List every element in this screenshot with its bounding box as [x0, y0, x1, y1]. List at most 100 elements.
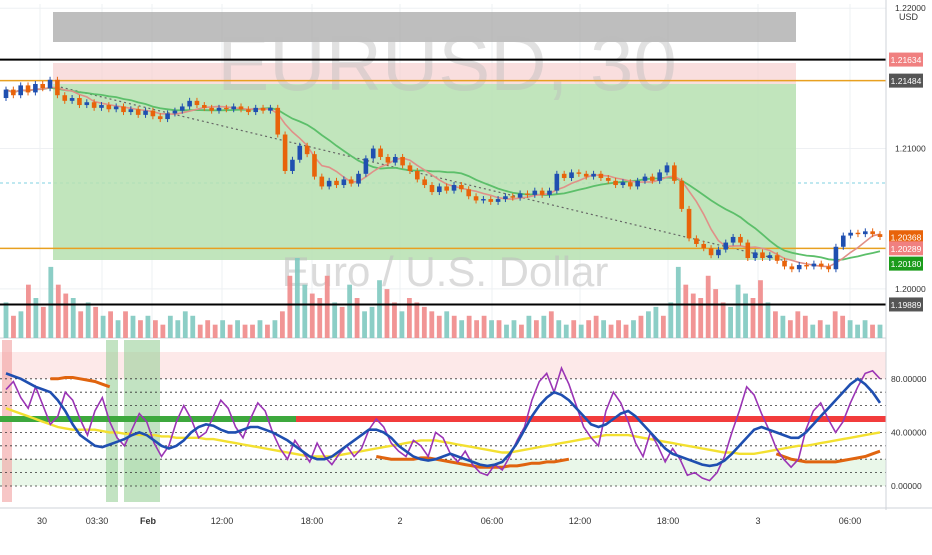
candle-body-92 — [679, 180, 684, 209]
candle-body-24 — [179, 106, 185, 111]
volume-bar-34 — [257, 320, 263, 338]
price-label-bg-4 — [889, 256, 923, 271]
candle-body-1 — [11, 89, 16, 96]
volume-bar-46 — [347, 284, 353, 338]
volume-bar-22 — [167, 315, 173, 338]
candle-body-32 — [238, 106, 244, 110]
indicator-tick-0: 80.00000 — [891, 374, 927, 384]
candle-body-99 — [730, 236, 736, 243]
volume-bar-90 — [675, 266, 681, 338]
volume-bar-14 — [108, 311, 113, 338]
volume-bar-93 — [698, 298, 704, 338]
volume-bar-67 — [504, 324, 509, 338]
candle-body-91 — [672, 165, 677, 181]
volume-bar-113 — [847, 320, 853, 338]
candle-body-13 — [99, 105, 104, 108]
watermark-subtitle: Euro / U.S. Dollar — [282, 248, 609, 295]
volume-bar-79 — [593, 315, 599, 338]
volume-bar-45 — [339, 306, 345, 338]
price-label-4: 1.20180 — [891, 259, 922, 269]
candle-body-42 — [312, 154, 317, 177]
volume-bar-80 — [601, 320, 607, 338]
volume-bar-53 — [399, 311, 405, 338]
candle-body-22 — [165, 113, 170, 120]
price-label-bg-0 — [889, 52, 923, 67]
candle-body-59 — [437, 186, 442, 193]
candle-body-29 — [216, 107, 222, 111]
candle-body-57 — [422, 179, 427, 186]
volume-bar-60 — [451, 315, 457, 338]
volume-bar-59 — [444, 311, 450, 338]
candle-body-41 — [304, 145, 310, 155]
time-tick-7: 12:00 — [569, 516, 592, 526]
horizontal-lines — [0, 58, 886, 306]
time-axis: 30 03:30 Feb 12:00 18:00 2 06:00 12:00 18:00 3 06:… — [0, 507, 932, 526]
candle-body-95 — [701, 243, 707, 249]
volume-bar-98 — [735, 284, 741, 338]
price-label-bg-5 — [889, 297, 923, 312]
time-tick-1: 03:30 — [86, 516, 109, 526]
volume-bar-35 — [265, 324, 270, 338]
candle-body-27 — [202, 105, 207, 108]
candle-body-89 — [657, 172, 662, 181]
volume-bar-115 — [862, 320, 868, 338]
volume-bar-9 — [70, 298, 76, 338]
volume-bar-43 — [324, 275, 330, 338]
volume-bar-65 — [489, 320, 494, 338]
candle-body-6 — [47, 79, 53, 89]
candle-body-18 — [135, 109, 141, 115]
candle-body-64 — [473, 196, 479, 201]
candle-body-17 — [128, 109, 134, 113]
volume-bar-64 — [481, 315, 487, 338]
volume-bar-81 — [608, 324, 614, 338]
volume-bar-112 — [840, 315, 846, 338]
candle-body-101 — [745, 242, 751, 259]
volume-bar-76 — [571, 320, 577, 338]
volume-bar-47 — [354, 298, 360, 338]
volume-bar-13 — [100, 315, 106, 338]
price-label-3: 1.20289 — [891, 244, 922, 254]
candle-body-102 — [752, 252, 758, 259]
volume-bar-38 — [287, 275, 293, 338]
volume-bar-1 — [11, 315, 16, 338]
volume-bar-21 — [160, 324, 166, 338]
price-label-bg-1 — [889, 73, 923, 88]
candle-body-46 — [341, 179, 347, 186]
candle-body-76 — [561, 173, 567, 179]
volume-bar-58 — [436, 315, 442, 338]
volume-bar-27 — [205, 320, 211, 338]
candle-body-58 — [429, 185, 435, 193]
candle-body-26 — [194, 100, 200, 106]
candle-body-45 — [334, 180, 339, 186]
indicator-blue — [5, 372, 882, 468]
price-label-1: 1.21484 — [891, 76, 922, 86]
volume-bar-52 — [392, 302, 397, 338]
candle-body-38 — [282, 134, 288, 171]
volume-bar-37 — [279, 311, 285, 338]
candle-body-103 — [760, 252, 765, 259]
candle-body-62 — [459, 185, 464, 190]
candle-body-55 — [407, 165, 413, 171]
volume-bar-7 — [55, 284, 61, 338]
volume-bar-95 — [713, 289, 719, 338]
candle-body-21 — [157, 116, 163, 120]
volume-bar-84 — [631, 320, 636, 338]
candle-body-43 — [319, 176, 325, 187]
candle-body-118 — [870, 231, 875, 235]
candle-body-39 — [290, 159, 295, 171]
price-tick-0: 1.22000 — [895, 3, 926, 13]
candle-body-74 — [547, 190, 552, 195]
price-label-bg-2 — [889, 230, 923, 245]
candle-body-5 — [40, 83, 46, 89]
zone-risk — [53, 63, 796, 84]
volume-bar-97 — [728, 306, 733, 338]
time-tick-9: 3 — [755, 516, 760, 526]
candle-body-73 — [539, 190, 545, 195]
axis-bg — [886, 0, 932, 550]
zone-gray-bar — [53, 12, 796, 42]
volume-bar-102 — [765, 302, 771, 338]
candle-body-105 — [774, 255, 780, 261]
candle-body-77 — [569, 172, 574, 179]
candle-body-93 — [686, 208, 692, 239]
